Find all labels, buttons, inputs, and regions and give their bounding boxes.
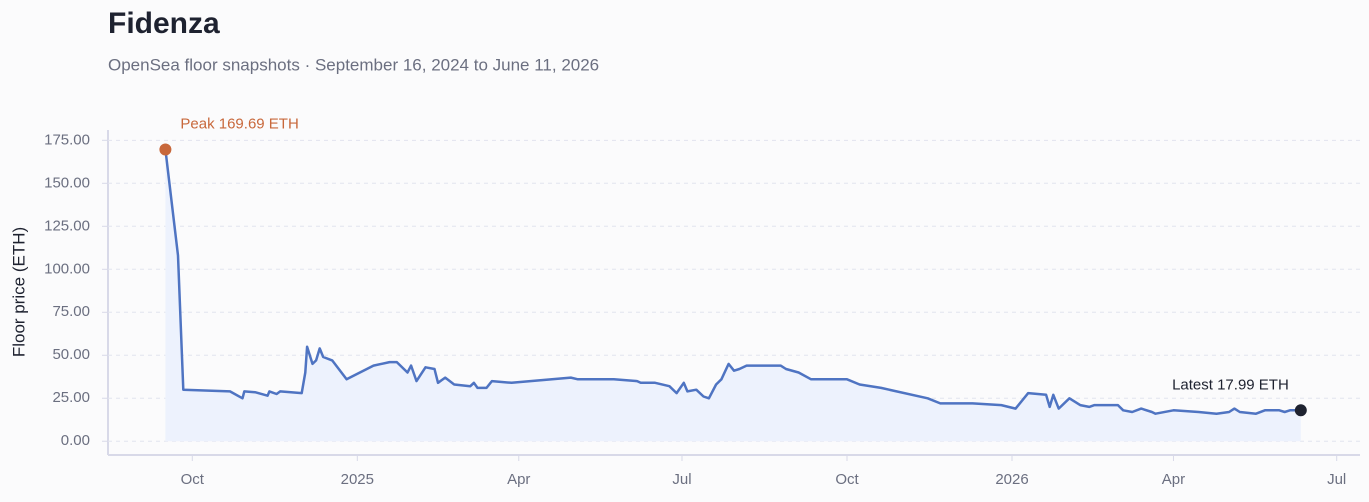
x-tick-label: Jul (1327, 471, 1346, 488)
x-tick-label: Oct (835, 471, 859, 488)
latest-marker (1294, 404, 1307, 417)
annotation: Latest 17.99 ETH (1172, 376, 1289, 393)
y-tick-label: 25.00 (52, 389, 90, 406)
y-tick-label: 175.00 (44, 131, 90, 148)
y-tick-label: 0.00 (61, 432, 90, 449)
x-tick-label: Apr (1162, 471, 1185, 488)
area (165, 149, 1301, 442)
annotation: Peak 169.69 ETH (180, 115, 298, 132)
x-tick-label: Jul (672, 471, 691, 488)
x-tick-label: 2026 (995, 471, 1028, 488)
y-tick-label: 125.00 (44, 217, 90, 234)
y-axis-label: Floor price (ETH) (9, 227, 28, 357)
x-tick-label: Apr (507, 471, 530, 488)
y-tick-label: 75.00 (52, 303, 90, 320)
y-tick-label: 50.00 (52, 346, 90, 363)
chart-subtitle: OpenSea floor snapshots · September 16, … (108, 55, 599, 74)
x-tick-label: 2025 (341, 471, 374, 488)
y-tick-label: 150.00 (44, 174, 90, 191)
line (164, 149, 1301, 415)
chart-title: Fidenza (108, 7, 220, 40)
x-tick-label: Oct (181, 471, 205, 488)
peak-marker (159, 143, 172, 156)
y-tick-label: 100.00 (44, 260, 90, 277)
